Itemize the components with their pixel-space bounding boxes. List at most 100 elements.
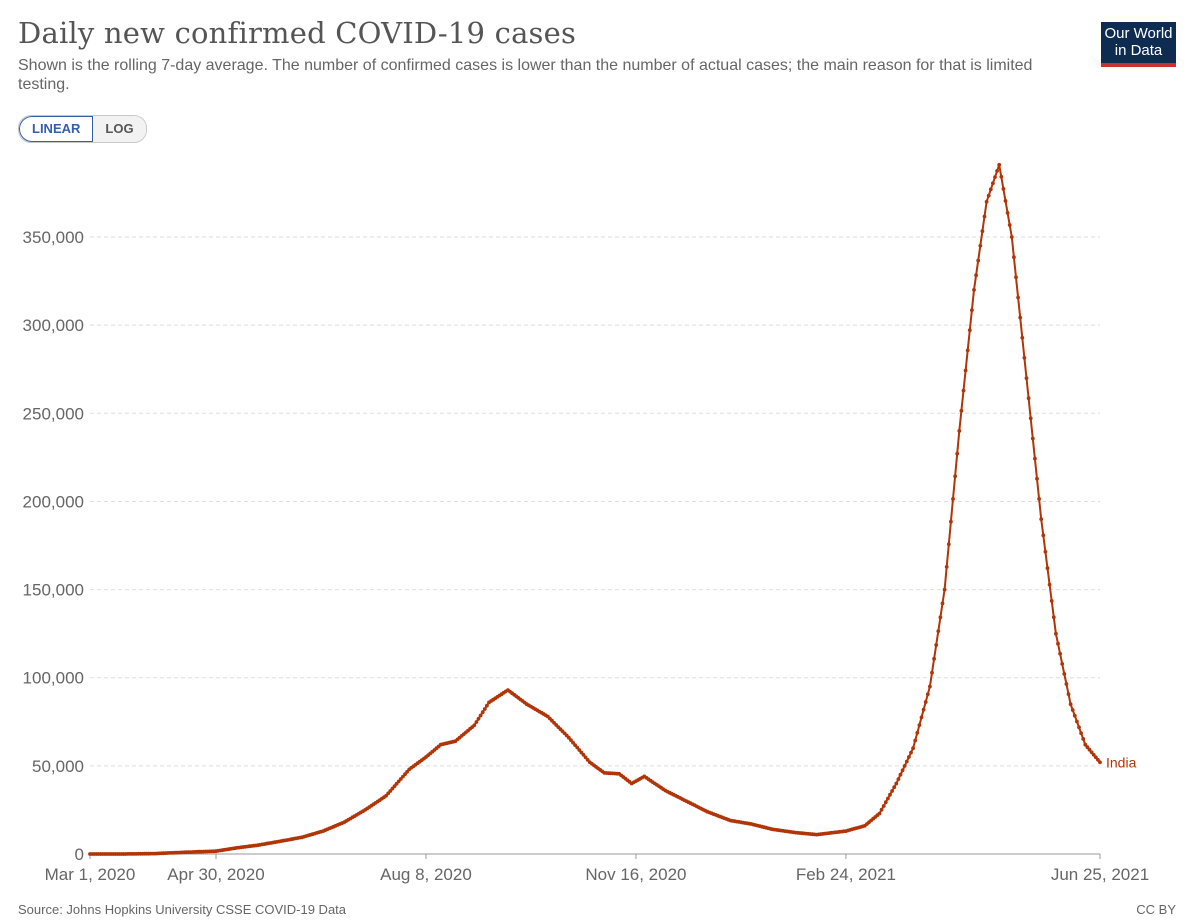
data-point <box>1060 662 1065 666</box>
linear-scale-button[interactable]: LINEAR <box>19 116 94 142</box>
data-point <box>888 792 892 797</box>
y-tick-label: 150,000 <box>23 581 84 600</box>
data-point <box>959 408 964 413</box>
series-layer: India <box>88 162 1137 856</box>
data-point <box>1045 566 1050 571</box>
data-point <box>1093 755 1098 760</box>
data-point <box>928 684 932 689</box>
data-point <box>997 162 1002 167</box>
data-point <box>951 497 955 501</box>
data-point <box>940 601 945 606</box>
data-point <box>571 740 575 745</box>
data-point <box>1064 682 1069 686</box>
data-point <box>1007 223 1012 227</box>
data-point <box>883 800 888 805</box>
data-point <box>967 328 972 333</box>
data-point <box>1077 725 1081 730</box>
x-tick-label: Nov 16, 2020 <box>585 865 686 884</box>
y-tick-label: 350,000 <box>23 228 84 247</box>
data-point <box>1012 255 1016 260</box>
data-point <box>1079 731 1083 735</box>
data-point <box>1005 211 1010 215</box>
data-point <box>1016 295 1020 300</box>
data-point <box>1043 549 1048 554</box>
data-point <box>953 474 957 479</box>
y-tick-label: 100,000 <box>23 669 84 688</box>
data-point <box>900 768 905 773</box>
source-note[interactable]: Source: Johns Hopkins University CSSE CO… <box>18 902 347 917</box>
data-point <box>1014 275 1018 280</box>
owid-logo[interactable]: Our World in Data <box>1101 22 1176 67</box>
data-point <box>1054 631 1058 636</box>
data-point <box>1030 436 1035 441</box>
series-line-india[interactable] <box>90 163 1101 855</box>
data-point <box>1022 356 1027 360</box>
data-point <box>1001 187 1006 191</box>
data-point <box>919 715 924 720</box>
data-point <box>480 710 485 715</box>
data-point <box>946 542 951 547</box>
data-point <box>890 789 894 793</box>
data-point <box>982 214 987 219</box>
data-point <box>1039 517 1044 521</box>
data-point <box>972 288 976 292</box>
x-tick-label: Aug 8, 2020 <box>380 865 472 884</box>
data-point <box>1091 752 1096 757</box>
data-point <box>575 745 580 750</box>
data-point <box>1089 750 1094 755</box>
data-point <box>1049 599 1054 603</box>
data-point <box>955 451 960 456</box>
data-point <box>1066 692 1071 696</box>
data-point <box>991 181 995 186</box>
data-point <box>921 707 926 712</box>
data-point <box>569 738 573 742</box>
data-point <box>909 750 913 755</box>
data-point <box>936 629 941 633</box>
data-point <box>1028 416 1033 421</box>
data-point <box>898 772 903 777</box>
data-point <box>917 723 922 727</box>
data-point <box>902 764 907 768</box>
data-point <box>1051 615 1056 620</box>
data-point <box>1072 713 1077 718</box>
data-point <box>1081 737 1086 741</box>
license-link[interactable]: CC BY <box>1136 902 1176 917</box>
data-point <box>1062 672 1067 676</box>
data-point <box>913 738 918 743</box>
data-point <box>925 692 930 697</box>
data-point <box>970 308 974 312</box>
data-point <box>961 388 966 393</box>
series-label-india[interactable]: India <box>1106 754 1137 770</box>
x-tick-label: Apr 30, 2020 <box>167 865 264 884</box>
data-point <box>944 565 949 569</box>
data-point <box>577 748 582 752</box>
scale-toggle: LINEAR LOG <box>18 115 147 143</box>
data-point <box>476 716 481 721</box>
data-point <box>984 199 989 204</box>
data-point <box>478 713 483 718</box>
data-point <box>1070 708 1075 712</box>
data-point <box>1096 757 1100 762</box>
x-axis-ticks: Mar 1, 2020 Apr 30, 2020 Aug 8, 2020 Nov 16… <box>45 854 1149 884</box>
x-tick-label: Jun 25, 2021 <box>1051 865 1149 884</box>
y-tick-label: 200,000 <box>23 492 84 511</box>
data-point <box>965 348 970 353</box>
data-point <box>993 175 997 180</box>
log-scale-button[interactable]: LOG <box>93 116 146 142</box>
data-point <box>1035 476 1039 481</box>
data-point <box>999 174 1004 179</box>
data-point <box>1056 641 1060 646</box>
data-point <box>877 811 882 816</box>
data-point <box>938 615 943 620</box>
data-point <box>1020 335 1025 340</box>
data-point <box>485 703 489 708</box>
data-point <box>923 700 928 704</box>
data-point <box>881 804 886 808</box>
data-point <box>1037 497 1041 501</box>
data-point <box>482 707 487 711</box>
data-point <box>907 755 911 759</box>
data-point <box>1098 760 1102 765</box>
data-point <box>1041 533 1046 538</box>
y-tick-label: 50,000 <box>32 757 84 776</box>
